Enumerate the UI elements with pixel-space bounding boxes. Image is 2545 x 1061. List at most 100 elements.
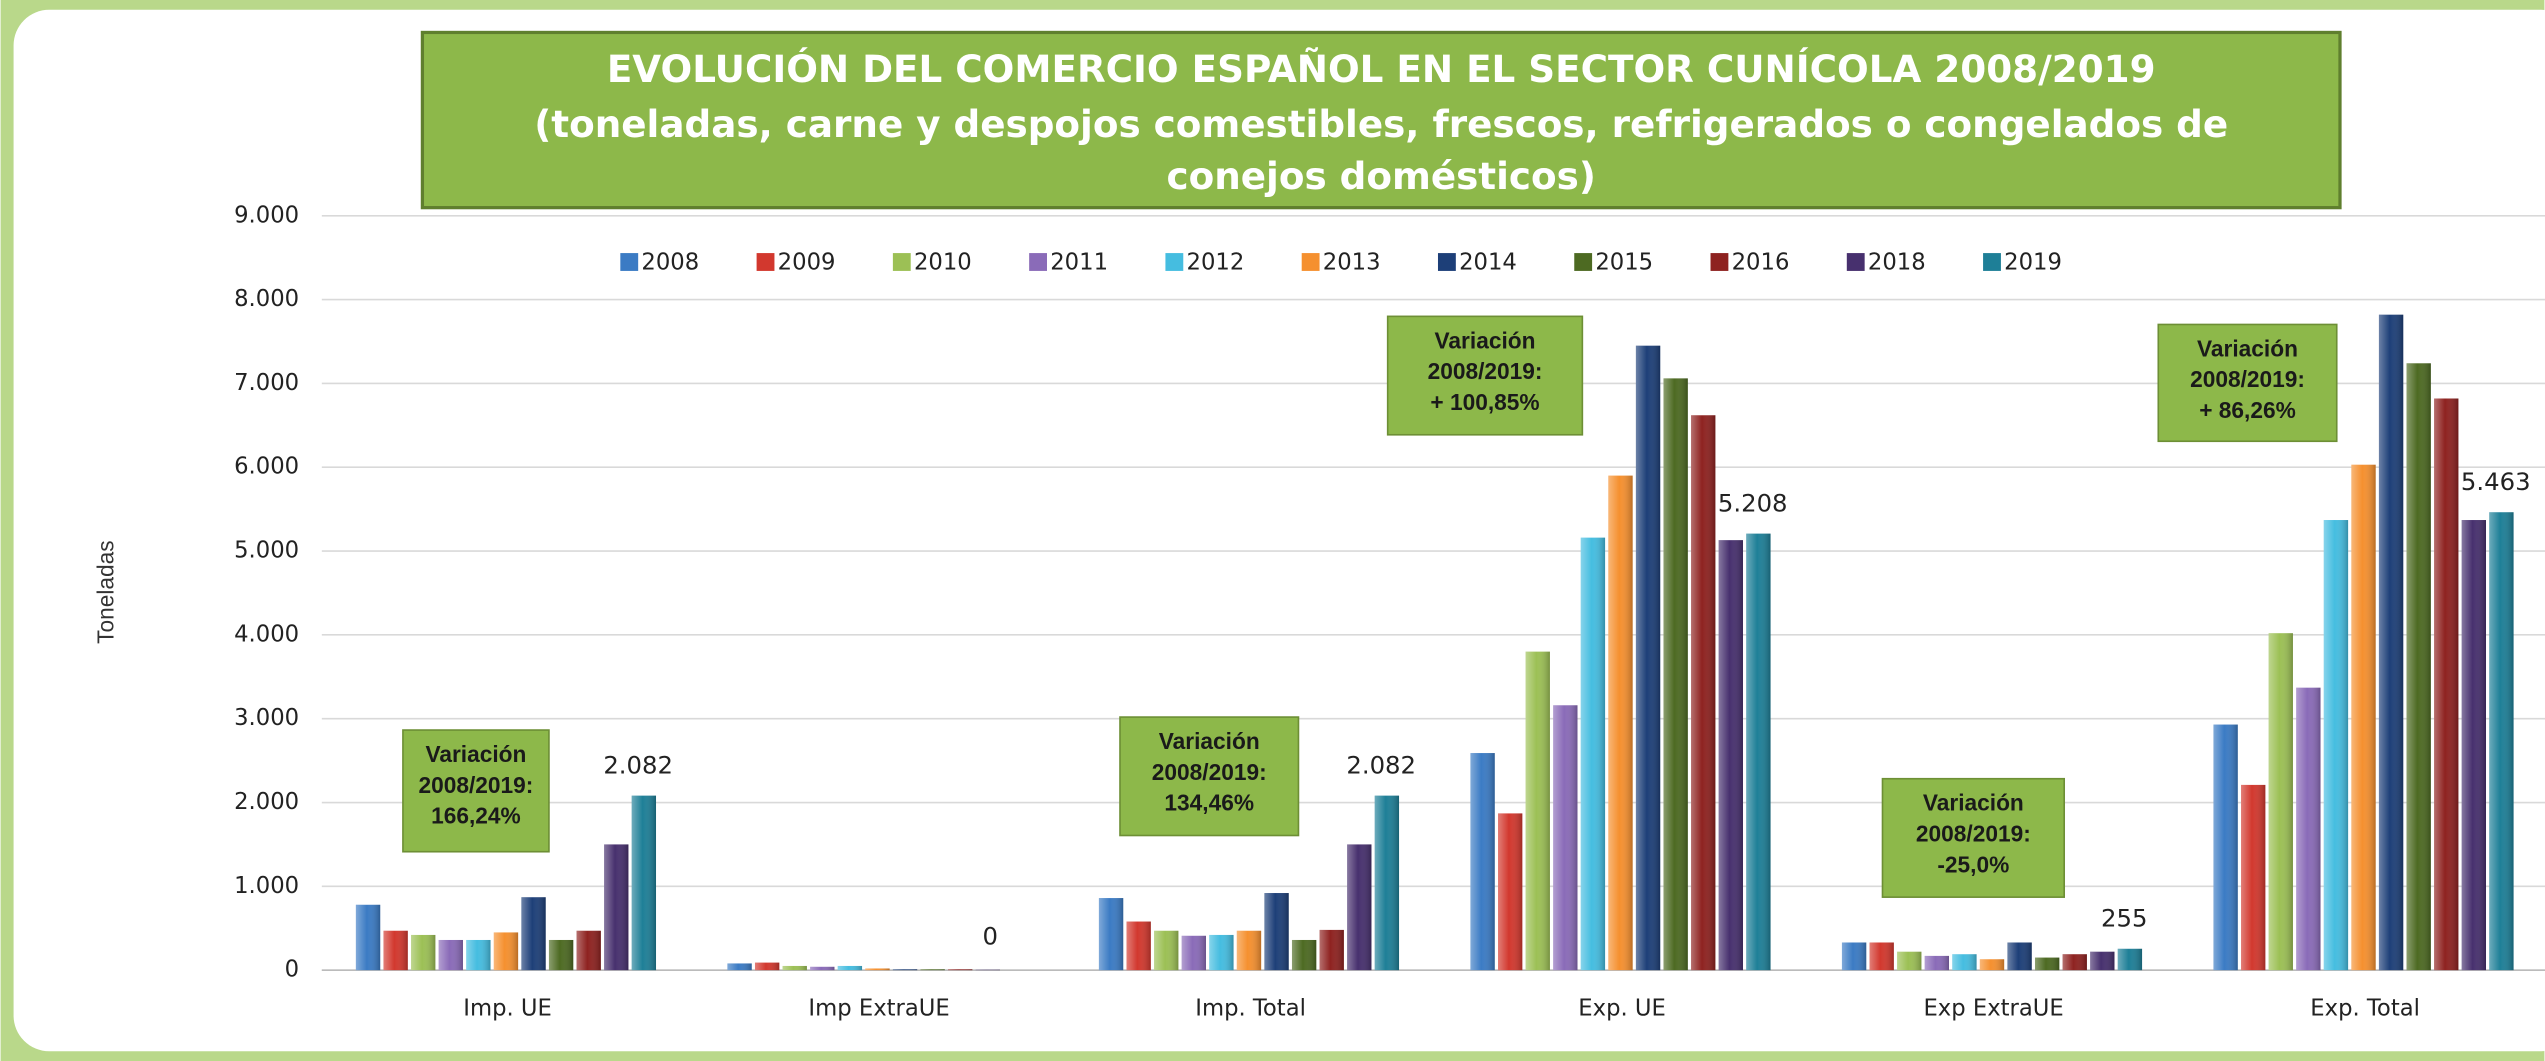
bar-shade bbox=[2489, 512, 2514, 971]
bar-shade bbox=[2351, 464, 2376, 971]
annotation: Variación 2008/2019: -25,0% bbox=[1881, 777, 2066, 898]
bar-shade bbox=[2117, 948, 2143, 971]
data-label: 2.082 bbox=[1346, 750, 1416, 779]
annotation-box bbox=[2157, 323, 2338, 443]
bar-shade bbox=[548, 939, 574, 971]
annotation-box bbox=[1386, 315, 1584, 436]
bar-shade bbox=[2268, 633, 2293, 971]
y-tick-label: 7.000 bbox=[234, 370, 299, 396]
bar-shade bbox=[1553, 705, 1578, 971]
legend-swatch bbox=[620, 253, 639, 271]
legend-label: 2014 bbox=[1459, 249, 1517, 275]
annotation: Variación 2008/2019: 134,46% bbox=[1119, 716, 1300, 837]
x-tick-label: Imp. Total bbox=[1195, 996, 1306, 1022]
bar-shade bbox=[383, 930, 408, 971]
bar-shade bbox=[1924, 955, 1950, 971]
y-tick-label: 6.000 bbox=[234, 454, 299, 480]
bar-shade bbox=[2007, 942, 2032, 971]
bar-shade bbox=[2213, 724, 2238, 971]
x-tick-label: Exp ExtraUE bbox=[1923, 996, 2063, 1022]
legend-label: 2010 bbox=[914, 249, 972, 275]
bar-shade bbox=[810, 966, 835, 971]
legend-label: 2012 bbox=[1187, 249, 1245, 275]
bar-shade bbox=[754, 962, 780, 971]
bar-shade bbox=[1746, 533, 1771, 971]
bar-shade bbox=[837, 965, 863, 971]
bar-shade bbox=[1374, 795, 1400, 971]
y-tick-label: 3.000 bbox=[234, 705, 299, 731]
legend-swatch bbox=[1029, 253, 1047, 271]
annotation-text: 166,24% bbox=[431, 803, 521, 829]
bar-shade bbox=[1498, 813, 1523, 971]
legend-label: 2013 bbox=[1323, 249, 1381, 275]
legend-swatch bbox=[1574, 253, 1593, 271]
bar-shade bbox=[1126, 921, 1151, 971]
annotation-text: 2008/2019: bbox=[1152, 759, 1267, 785]
bar-shade bbox=[466, 939, 491, 971]
bar-shade bbox=[1525, 651, 1550, 971]
bar-shade bbox=[1347, 844, 1372, 971]
y-tick-label: 0 bbox=[285, 957, 299, 983]
bar-shade bbox=[2378, 314, 2404, 971]
annotation-box bbox=[402, 729, 550, 853]
bar-shade bbox=[1979, 959, 2005, 971]
bar-shade bbox=[1181, 935, 1206, 971]
bar-shade bbox=[2062, 954, 2087, 971]
bar-shade bbox=[2323, 520, 2349, 971]
bar-shade bbox=[1470, 753, 1495, 971]
annotation-text: + 100,85% bbox=[1430, 389, 1539, 415]
y-axis-label: Toneladas bbox=[93, 540, 119, 644]
x-tick-label: Imp. UE bbox=[463, 996, 552, 1022]
bar-shade bbox=[1952, 954, 1977, 971]
annotation-text: 2008/2019: bbox=[418, 772, 533, 798]
bar-shade bbox=[727, 963, 752, 971]
bar-shade bbox=[2241, 784, 2266, 971]
annotation-text: Variación bbox=[2197, 335, 2298, 361]
annotation-box bbox=[1119, 716, 1300, 837]
bar-shade bbox=[782, 965, 807, 971]
title-line: conejos domésticos) bbox=[1166, 154, 1595, 198]
data-label: 255 bbox=[2101, 904, 2147, 933]
bar-shade bbox=[631, 795, 657, 971]
bar-shade bbox=[1291, 939, 1317, 971]
bar-shade bbox=[892, 969, 918, 971]
bar-shade bbox=[1691, 415, 1716, 971]
annotation-text: -25,0% bbox=[1937, 851, 2009, 877]
bar-shade bbox=[1663, 378, 1688, 971]
annotation-text: 2008/2019: bbox=[2190, 366, 2305, 392]
legend-label: 2015 bbox=[1595, 249, 1653, 275]
annotation-text: 134,46% bbox=[1164, 790, 1254, 816]
x-tick-label: Imp ExtraUE bbox=[808, 996, 949, 1022]
legend-label: 2018 bbox=[1868, 249, 1926, 275]
bar-shade bbox=[2461, 520, 2486, 971]
y-tick-label: 4.000 bbox=[234, 621, 299, 647]
annotation-box bbox=[1881, 777, 2066, 898]
bar-shade bbox=[865, 968, 890, 971]
bar-shade bbox=[438, 939, 463, 971]
bar-shade bbox=[576, 930, 601, 971]
annotation-text: 2008/2019: bbox=[1916, 820, 2031, 846]
y-tick-label: 1.000 bbox=[234, 873, 299, 899]
title-box bbox=[420, 30, 2342, 210]
title-line: EVOLUCIÓN DEL COMERCIO ESPAÑOL EN EL SEC… bbox=[607, 47, 2156, 91]
bar-shade bbox=[1264, 893, 1289, 971]
bar-shade bbox=[948, 969, 973, 971]
legend-swatch bbox=[1710, 253, 1729, 271]
bar-shade bbox=[920, 969, 945, 971]
bar-shade bbox=[1718, 540, 1743, 971]
y-tick-label: 9.000 bbox=[234, 202, 299, 228]
legend-swatch bbox=[892, 253, 911, 271]
data-label: 2.082 bbox=[603, 750, 673, 779]
bar-shade bbox=[1635, 345, 1661, 971]
data-label: 0 bbox=[982, 922, 997, 951]
legend-label: 2009 bbox=[778, 249, 836, 275]
bar-shade bbox=[2406, 363, 2431, 971]
bar-shade bbox=[1154, 930, 1179, 971]
legend-swatch bbox=[1165, 253, 1184, 271]
bar-shade bbox=[2434, 398, 2459, 971]
bar-shade bbox=[355, 904, 381, 971]
bar-shade bbox=[521, 897, 546, 971]
annotation: Variación 2008/2019: 166,24% bbox=[402, 729, 550, 853]
data-label: 5.208 bbox=[1718, 488, 1788, 517]
